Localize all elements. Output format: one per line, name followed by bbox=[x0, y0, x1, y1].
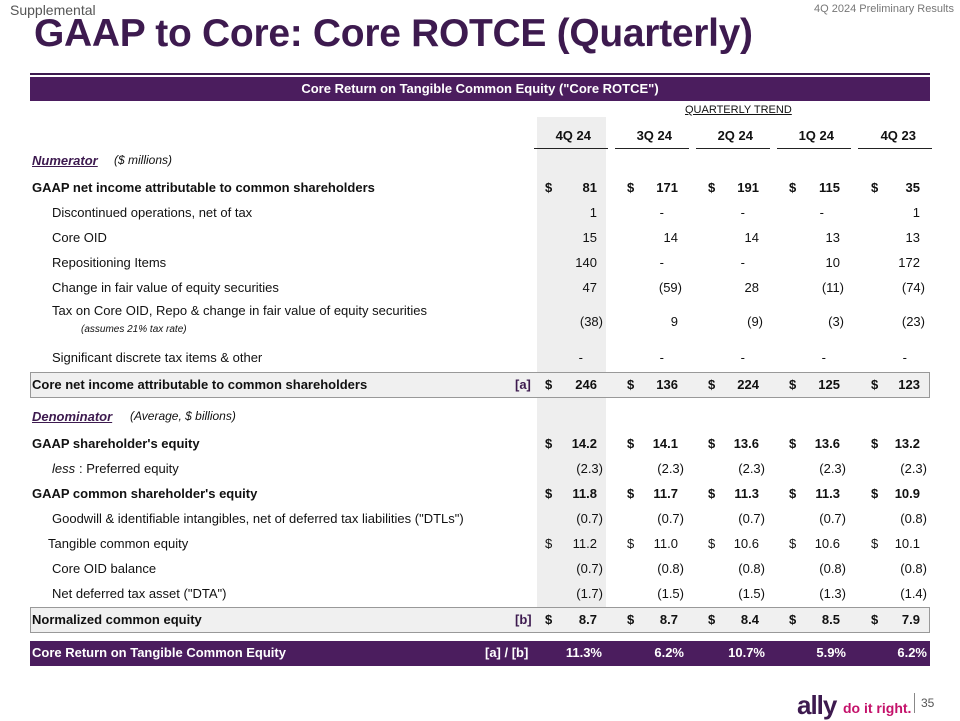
page-number: 35 bbox=[921, 696, 935, 710]
table-row: Net deferred tax asset ("DTA") (1.7) (1.… bbox=[52, 586, 927, 601]
table-row: Discontinued operations, net of tax 1 - … bbox=[52, 205, 920, 220]
denominator-section-header: Denominator (Average, $ billions) bbox=[32, 409, 236, 424]
ally-tagline: do it right. bbox=[843, 700, 912, 716]
table-row: Change in fair value of equity securitie… bbox=[52, 280, 925, 295]
column-header-3q24: 3Q 24 bbox=[636, 128, 672, 143]
table-title-band: Core Return on Tangible Common Equity ("… bbox=[30, 77, 930, 101]
table-row: less : Preferred equity (2.3) (2.3) (2.3… bbox=[52, 461, 927, 476]
normalized-equity-box bbox=[30, 607, 930, 633]
ally-logo: ally bbox=[797, 690, 837, 720]
table-row: Tax on Core OID, Repo & change in fair v… bbox=[52, 303, 925, 335]
table-row: Normalized common equity [b] $ $ $ $ $ 8… bbox=[32, 612, 920, 627]
table-row: Core OID 15 14 14 13 13 bbox=[52, 230, 920, 245]
header-underline bbox=[615, 148, 689, 149]
table-row: Core OID balance (0.7) (0.8) (0.8) (0.8)… bbox=[52, 561, 927, 576]
header-underline bbox=[777, 148, 851, 149]
table-row: Repositioning Items 140 - - 10 172 bbox=[52, 255, 920, 270]
column-header-4q23: 4Q 23 bbox=[880, 128, 916, 143]
preliminary-results-label: 4Q 2024 Preliminary Results bbox=[813, 3, 954, 15]
table-row: Core Return on Tangible Common Equity [a… bbox=[32, 645, 927, 660]
table-row: GAAP net income attributable to common s… bbox=[32, 180, 920, 195]
column-header-2q24: 2Q 24 bbox=[717, 128, 753, 143]
quarterly-trend-label: QUARTERLY TREND bbox=[685, 104, 792, 116]
table-row: GAAP shareholder's equity $ $ $ $ $ 14.2… bbox=[32, 436, 920, 451]
numerator-section-header: Numerator ($ millions) bbox=[32, 153, 173, 168]
header-underline bbox=[858, 148, 932, 149]
table-row: Significant discrete tax items & other -… bbox=[52, 350, 907, 365]
table-row: GAAP common shareholder's equity $ $ $ $… bbox=[32, 486, 920, 501]
table-row: Core net income attributable to common s… bbox=[32, 377, 920, 392]
page-number-divider bbox=[914, 693, 915, 713]
header-underline bbox=[534, 148, 608, 149]
shaded-current-quarter-column bbox=[537, 117, 606, 616]
page-title: GAAP to Core: Core ROTCE (Quarterly) bbox=[34, 12, 753, 55]
column-header-1q24: 1Q 24 bbox=[798, 128, 834, 143]
supplemental-label: Supplemental bbox=[10, 2, 96, 18]
header-underline bbox=[696, 148, 770, 149]
table-row: Goodwill & identifiable intangibles, net… bbox=[52, 511, 927, 526]
title-underline bbox=[30, 73, 930, 75]
core-net-income-box bbox=[30, 372, 930, 398]
table-row: Tangible common equity $ $ $ $ $ 11.2 11… bbox=[48, 536, 920, 551]
rotce-result-band bbox=[30, 641, 930, 666]
column-header-4q24: 4Q 24 bbox=[555, 128, 591, 143]
